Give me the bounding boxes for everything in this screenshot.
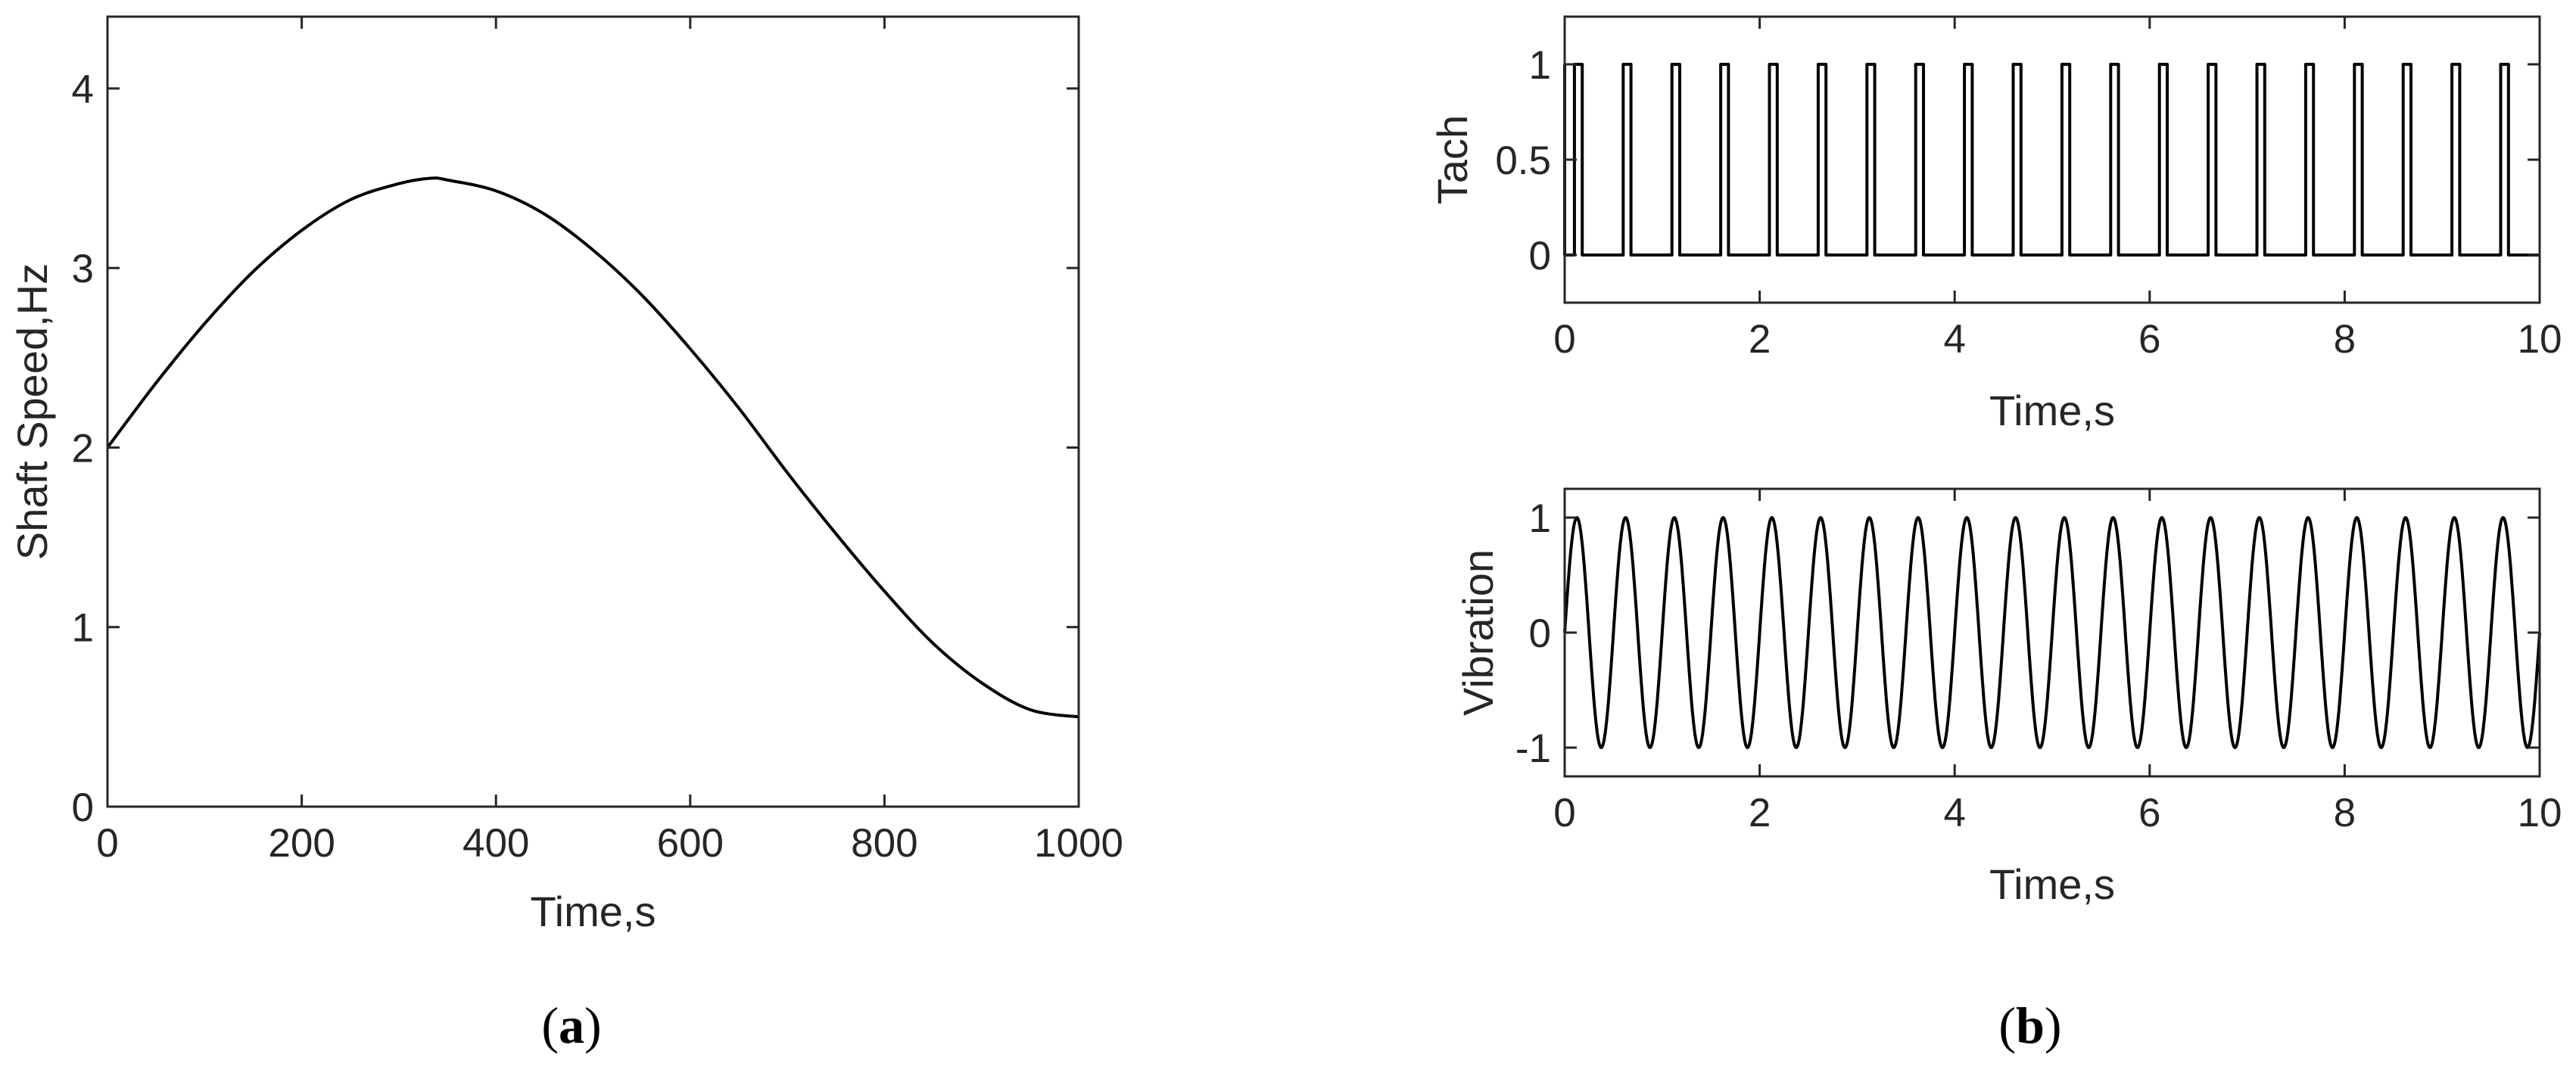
chart-b-tach-x-tick-label: 0: [1553, 317, 1575, 362]
chart-a-x-tick-label: 200: [268, 821, 335, 866]
chart-b-tach-series: [1563, 63, 2540, 257]
chart-a-series-line: [106, 176, 1079, 719]
chart-b-tach-y-tick-label: 0.5: [1495, 138, 1551, 183]
chart-b-tach-x-tick-label: 2: [1749, 317, 1771, 362]
chart-b-vibration-series-line: [1563, 516, 2541, 749]
chart-a-y-tick-label: 4: [72, 67, 94, 112]
chart-a-series: [106, 176, 1079, 719]
chart-b-vibration-y-axis-label: Vibration: [1454, 549, 1502, 716]
chart-b-vibration-x-tick-label: 0: [1553, 791, 1575, 835]
chart-a-x-tick-label: 1000: [1034, 821, 1123, 866]
chart-a-x-axis-label: Time,s: [531, 888, 656, 935]
chart-b-vibration-x-tick-label: 10: [2518, 791, 2562, 835]
chart-a-x-tick-label: 400: [463, 821, 529, 866]
chart-a-frame: [106, 15, 1080, 808]
chart-b-vibration-series: [1563, 516, 2541, 749]
panel-label-a-letter: a: [559, 997, 584, 1054]
chart-a-y-tick-label: 3: [72, 247, 94, 291]
chart-b-vibration-y-tick-label: 0: [1529, 611, 1551, 656]
chart-b-tach-x-tick-label: 6: [2138, 317, 2160, 362]
chart-a-y-tick-label: 0: [72, 785, 94, 830]
chart-b-tach-x-tick-label: 10: [2518, 317, 2562, 362]
panel-label-a: (a): [541, 997, 601, 1054]
chart-b-tach-series-line: [1563, 63, 2540, 257]
chart-b-tach-y-tick-label: 1: [1529, 43, 1551, 88]
chart-b-tach-y-tick-label: 0: [1529, 234, 1551, 278]
chart-b-vibration-x-tick-label: 4: [1943, 791, 1965, 835]
chart-a-y-tick-label: 1: [72, 606, 94, 651]
chart-b-vibration: 0 2 4 6 8 10-101 Time,s Vibration (b): [1454, 487, 2562, 1054]
chart-b-tach-x-axis-label: Time,s: [1989, 387, 2115, 434]
panel-label-b: (b): [1998, 997, 2061, 1054]
chart-b-vibration-y-tick-label: 1: [1529, 496, 1551, 541]
chart-a-x-tick-label: 600: [657, 821, 724, 866]
chart-a: 0 200 400 600 800 1000 0 1 2 3 4 Time,s Shaft Spee…: [8, 15, 1123, 1054]
panel-label-b-letter: b: [2016, 997, 2045, 1054]
chart-b-vibration-ticks: 0 2 4 6 8 10-101: [1515, 489, 2562, 835]
chart-a-x-tick-label: 0: [96, 821, 118, 866]
chart-b-vibration-x-tick-label: 6: [2138, 791, 2160, 835]
chart-a-x-tick-label: 800: [851, 821, 917, 866]
chart-b-tach: 0 2 4 6 8 10 0 0.5 1 Time,s Tach: [1428, 15, 2562, 434]
chart-b-vibration-y-tick-label: -1: [1515, 726, 1551, 771]
chart-b-vibration-x-axis-label: Time,s: [1989, 860, 2115, 908]
chart-b-vibration-x-tick-label: 2: [1749, 791, 1771, 835]
chart-b-vibration-frame: [1563, 487, 2541, 778]
chart-a-y-axis-label: Shaft Speed,Hz: [8, 263, 56, 560]
chart-b-tach-frame: [1563, 15, 2541, 304]
chart-a-ticks: 0 200 400 600 800 1000 0 1 2 3 4: [72, 17, 1123, 866]
chart-b-tach-y-axis-label: Tach: [1428, 115, 1476, 204]
chart-a-y-tick-label: 2: [72, 426, 94, 471]
chart-b-vibration-x-tick-label: 8: [2334, 791, 2356, 835]
chart-b-tach-x-tick-label: 4: [1943, 317, 1965, 362]
chart-b-tach-x-tick-label: 8: [2334, 317, 2356, 362]
